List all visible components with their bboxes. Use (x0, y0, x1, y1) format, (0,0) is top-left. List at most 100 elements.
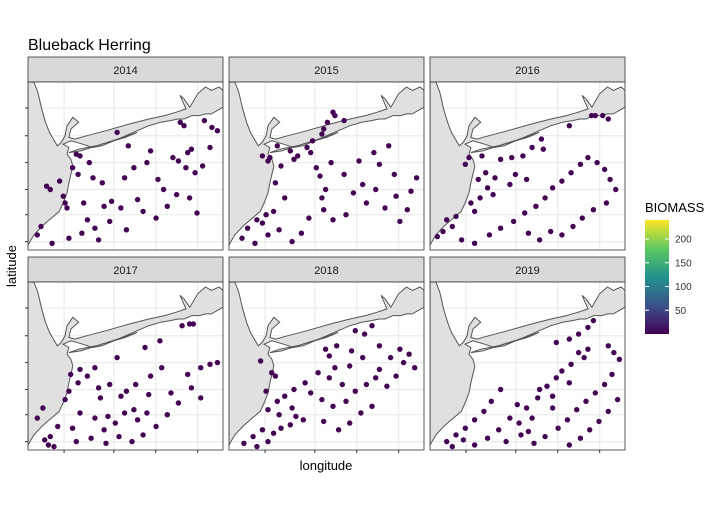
legend-tick-label: 200 (675, 235, 692, 246)
data-point (605, 343, 611, 349)
data-point (239, 235, 245, 241)
basemap (28, 82, 223, 246)
data-point (186, 195, 193, 201)
data-point (497, 156, 504, 162)
data-point (324, 119, 331, 126)
facet-strip-label: 2018 (314, 265, 338, 277)
data-point (611, 349, 617, 356)
data-point (146, 391, 152, 398)
data-point (43, 183, 50, 189)
data-point (306, 215, 312, 221)
data-point (542, 195, 548, 201)
data-point (269, 370, 275, 376)
data-point (352, 388, 358, 394)
data-point (516, 420, 522, 426)
data-point (309, 138, 316, 144)
data-point (183, 165, 189, 171)
facet-panel-2017: 2017 (25, 256, 224, 453)
data-point (272, 373, 279, 379)
data-point (179, 323, 185, 329)
data-point (308, 149, 314, 156)
data-point (444, 217, 450, 223)
data-point (590, 317, 597, 324)
data-point (153, 423, 159, 430)
data-point (548, 228, 554, 235)
data-point (529, 415, 535, 421)
data-point (319, 195, 325, 201)
data-point (553, 375, 559, 381)
facet-strip (228, 256, 425, 283)
data-point (77, 366, 83, 373)
data-point (88, 435, 94, 441)
data-point (321, 418, 327, 425)
data-point (564, 417, 571, 423)
data-point (326, 375, 332, 381)
data-point (577, 435, 584, 441)
data-point (449, 223, 455, 230)
legend-ticks: 50 100 150 200 (645, 235, 692, 317)
data-point (114, 129, 120, 136)
data-point (66, 388, 72, 394)
land-coastline (28, 282, 223, 446)
data-point (270, 208, 277, 215)
data-point (590, 207, 597, 213)
data-point (103, 440, 109, 446)
data-point (209, 124, 215, 131)
data-point (55, 423, 61, 430)
data-point (265, 438, 271, 445)
points-2016 (434, 112, 619, 246)
data-point (535, 395, 541, 401)
data-point (75, 380, 81, 386)
points-2015 (239, 109, 420, 246)
data-point (199, 163, 206, 169)
data-point (173, 191, 180, 198)
facet-strip-label: 2017 (113, 265, 137, 277)
data-point (413, 175, 420, 181)
facet-strip-label: 2016 (515, 65, 539, 77)
legend-tick-label: 150 (675, 258, 692, 269)
data-point (360, 354, 366, 361)
data-point (265, 407, 271, 413)
data-point (101, 203, 107, 209)
data-point (164, 412, 170, 418)
data-point (566, 123, 572, 129)
basemap (430, 82, 625, 246)
data-point (484, 185, 491, 191)
data-point (570, 223, 576, 230)
data-point (540, 146, 546, 152)
data-point (308, 390, 314, 396)
data-point (525, 428, 532, 435)
data-point (503, 438, 509, 445)
panel-border (228, 81, 425, 251)
data-point (107, 381, 113, 388)
data-point (523, 176, 530, 183)
data-point (116, 433, 122, 440)
data-point (384, 383, 390, 389)
data-point (444, 438, 450, 445)
data-point (254, 217, 260, 223)
facet-strip (429, 256, 626, 283)
data-point (387, 354, 394, 361)
panel-border (27, 81, 224, 251)
data-point (105, 413, 111, 420)
data-point (81, 200, 87, 206)
data-point (588, 112, 595, 119)
facet-strip-label: 2015 (314, 65, 338, 77)
panel-border (27, 281, 224, 451)
data-point (170, 154, 176, 161)
data-point (592, 390, 598, 396)
panel-border (228, 281, 425, 451)
basemap (229, 282, 424, 447)
data-point (95, 385, 102, 391)
data-point (302, 380, 308, 386)
data-point (605, 116, 611, 122)
data-point (259, 153, 266, 159)
data-point (497, 386, 504, 393)
data-point (497, 225, 504, 231)
data-point (291, 386, 297, 393)
data-point (601, 381, 608, 388)
data-point (339, 381, 345, 388)
data-point (568, 170, 574, 176)
data-point (92, 225, 98, 231)
data-point (363, 200, 370, 206)
